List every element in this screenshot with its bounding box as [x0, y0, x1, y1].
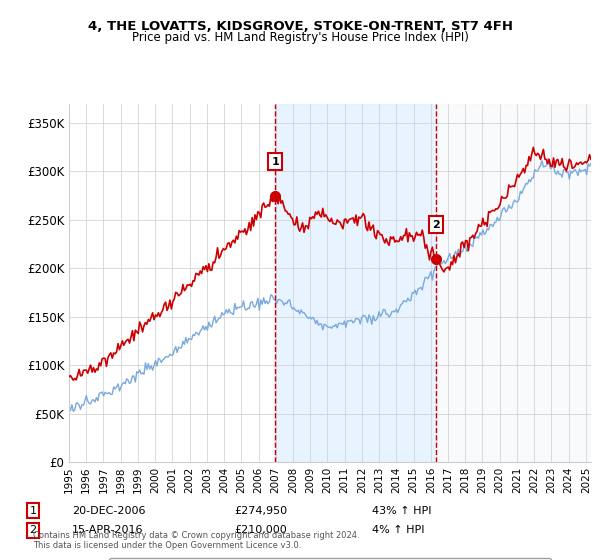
Bar — [436, 104, 591, 462]
Text: £210,000: £210,000 — [234, 525, 287, 535]
Text: £274,950: £274,950 — [234, 506, 287, 516]
Text: 20-DEC-2006: 20-DEC-2006 — [72, 506, 146, 516]
Text: 4, THE LOVATTS, KIDSGROVE, STOKE-ON-TRENT, ST7 4FH: 4, THE LOVATTS, KIDSGROVE, STOKE-ON-TREN… — [88, 20, 512, 32]
Legend: 4, THE LOVATTS, KIDSGROVE, STOKE-ON-TRENT, ST7 4FH (detached house), HPI: Averag: 4, THE LOVATTS, KIDSGROVE, STOKE-ON-TREN… — [109, 558, 551, 560]
Text: 15-APR-2016: 15-APR-2016 — [72, 525, 143, 535]
Text: 4% ↑ HPI: 4% ↑ HPI — [372, 525, 425, 535]
Text: 1: 1 — [271, 157, 279, 167]
Text: Contains HM Land Registry data © Crown copyright and database right 2024.
This d: Contains HM Land Registry data © Crown c… — [33, 530, 359, 550]
Text: Price paid vs. HM Land Registry's House Price Index (HPI): Price paid vs. HM Land Registry's House … — [131, 31, 469, 44]
Bar — [275, 104, 436, 462]
Text: 43% ↑ HPI: 43% ↑ HPI — [372, 506, 431, 516]
Text: 2: 2 — [432, 220, 440, 230]
Text: 2: 2 — [29, 525, 37, 535]
Text: 1: 1 — [29, 506, 37, 516]
